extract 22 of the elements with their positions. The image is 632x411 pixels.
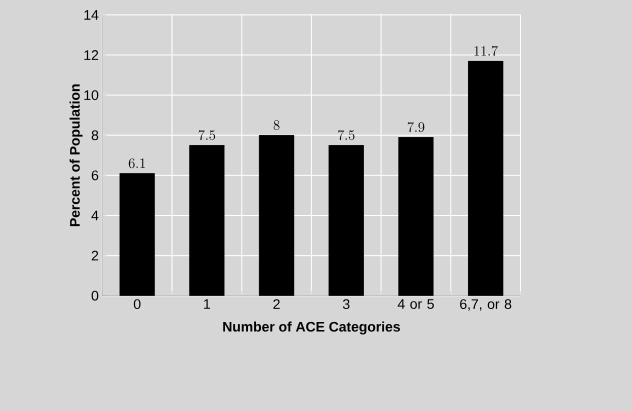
data-label: 7.9 <box>408 122 424 132</box>
y-axis-title: Percent of Population <box>70 84 83 226</box>
x-tick-label: 6,7, or 8 <box>460 299 512 311</box>
data-label: 7.5 <box>338 130 354 140</box>
y-tick-label: 10 <box>84 90 98 100</box>
y-tick-label: 6 <box>92 170 98 180</box>
y-tick-label: 12 <box>84 50 98 60</box>
x-axis-title: Number of ACE Categories <box>223 321 400 334</box>
y-tick-label: 0 <box>92 290 98 301</box>
x-tick-label: 4 or 5 <box>398 299 434 309</box>
y-tick-label: 8 <box>92 130 98 140</box>
x-tick-label: 3 <box>342 299 350 309</box>
data-label: 6. 1 <box>128 158 145 168</box>
data-label: 8 <box>274 120 280 130</box>
x-tick-label: 2 <box>273 299 280 309</box>
y-tick-label: 4 <box>91 210 98 220</box>
y-tick-label: 14 <box>84 10 98 20</box>
y-tick-label: 2 <box>92 250 98 260</box>
x-tick-label: 0 <box>134 299 140 309</box>
data-label: 11 .7 <box>474 46 498 56</box>
data-label: 7.5 <box>198 130 216 140</box>
x-tick-label: 1 <box>204 299 210 309</box>
